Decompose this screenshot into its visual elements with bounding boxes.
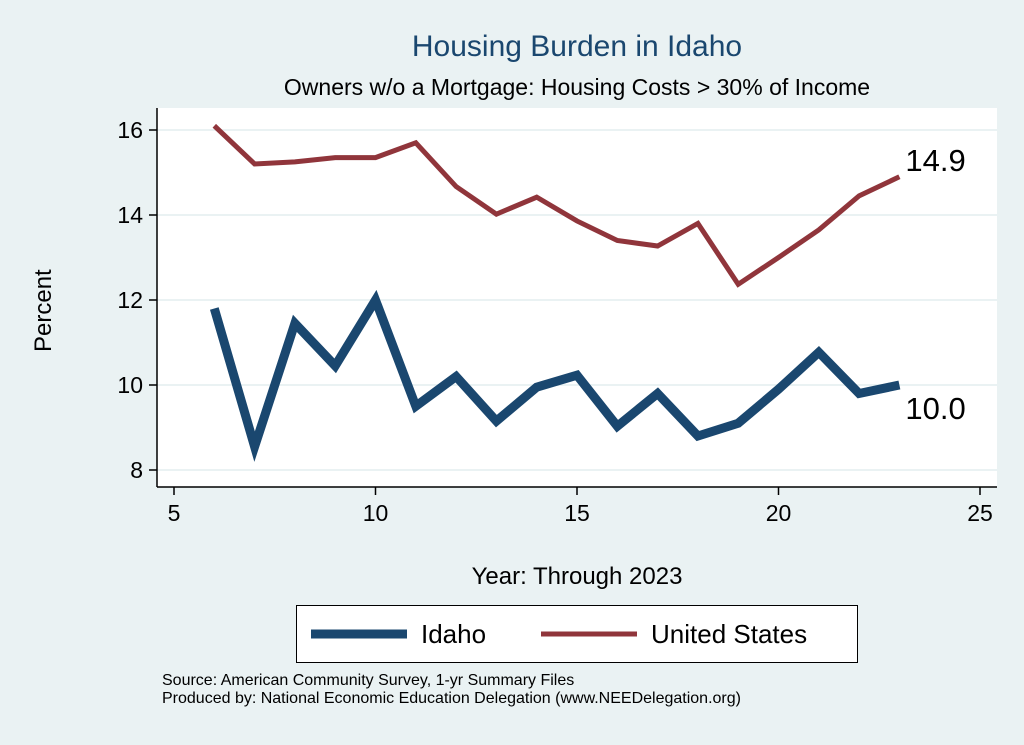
x-tick-label: 10 <box>363 500 389 526</box>
y-axis-label: Percent <box>30 269 57 352</box>
chart-title: Housing Burden in Idaho <box>411 30 743 63</box>
legend: Idaho United States <box>296 605 858 663</box>
producer-note: Produced by: National Economic Education… <box>162 690 741 707</box>
x-tick-label: 20 <box>766 500 792 526</box>
series-line-idaho <box>209 289 901 462</box>
y-tick-label: 14 <box>117 202 143 228</box>
x-axis-label: Year: Through 2023 <box>471 563 683 590</box>
x-tick-label: 15 <box>564 500 590 526</box>
end-label-united-states: 14.9 <box>905 143 965 178</box>
source-note: Source: American Community Survey, 1-yr … <box>162 672 575 689</box>
legend-label-idaho: Idaho <box>421 619 487 649</box>
x-tick-label: 25 <box>967 500 993 526</box>
y-tick-label: 8 <box>130 457 143 483</box>
series-line-united-states <box>212 123 901 288</box>
x-tick-label: 5 <box>168 500 181 526</box>
y-tick-label: 12 <box>117 287 143 313</box>
chart-subtitle: Owners w/o a Mortgage: Housing Costs > 3… <box>283 74 871 100</box>
plot-background <box>157 108 997 487</box>
legend-label-us: United States <box>651 619 808 649</box>
end-label-idaho: 10.0 <box>905 391 965 426</box>
y-tick-label: 16 <box>117 117 143 143</box>
y-tick-label: 10 <box>117 372 143 398</box>
